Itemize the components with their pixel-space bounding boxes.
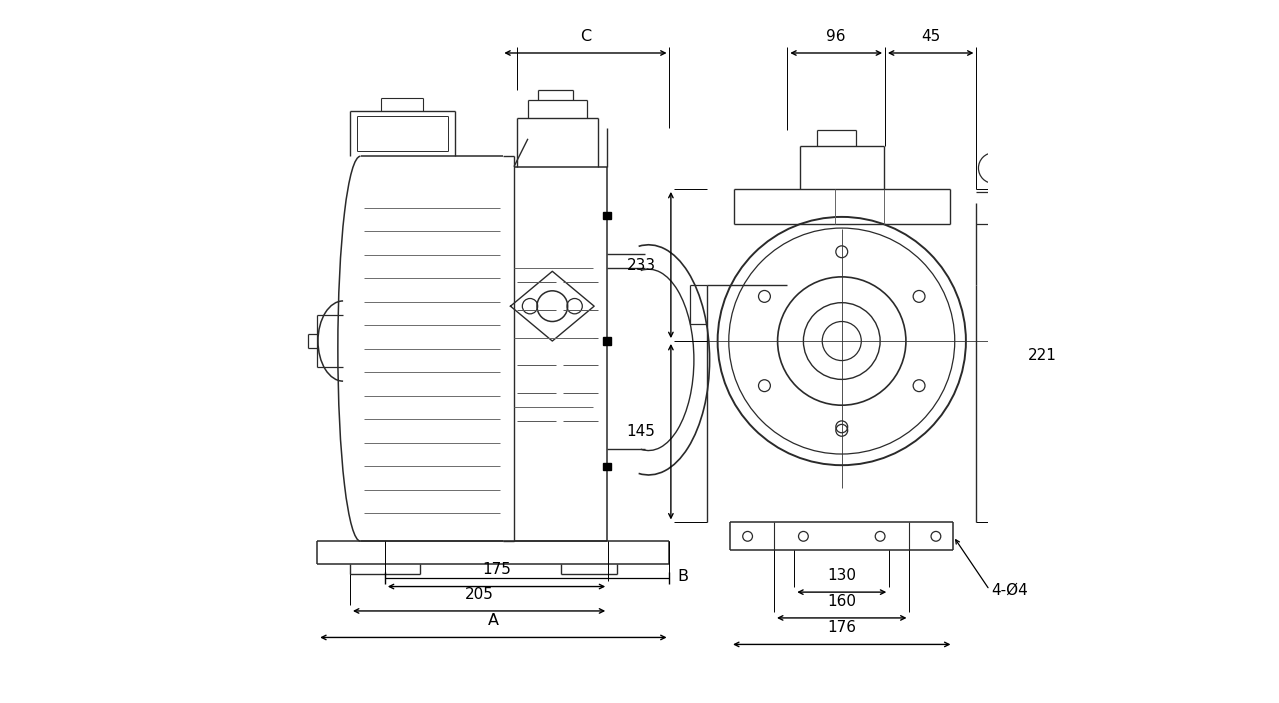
Text: A: A	[487, 614, 499, 628]
Bar	[602, 463, 610, 470]
Text: C: C	[579, 29, 591, 44]
Text: 130: 130	[828, 568, 856, 583]
Text: 160: 160	[828, 594, 856, 609]
Bar	[602, 212, 610, 219]
Text: 96: 96	[826, 29, 845, 44]
Text: 176: 176	[828, 620, 856, 636]
Text: B: B	[678, 569, 689, 583]
Text: 221: 221	[1028, 348, 1056, 363]
Text: 233: 233	[627, 257, 656, 273]
Text: 145: 145	[627, 424, 656, 439]
Text: 205: 205	[464, 587, 494, 602]
Text: 4-Ø4: 4-Ø4	[991, 583, 1028, 598]
Text: 175: 175	[482, 562, 512, 577]
Bar	[602, 337, 610, 345]
Text: 45: 45	[921, 29, 940, 44]
